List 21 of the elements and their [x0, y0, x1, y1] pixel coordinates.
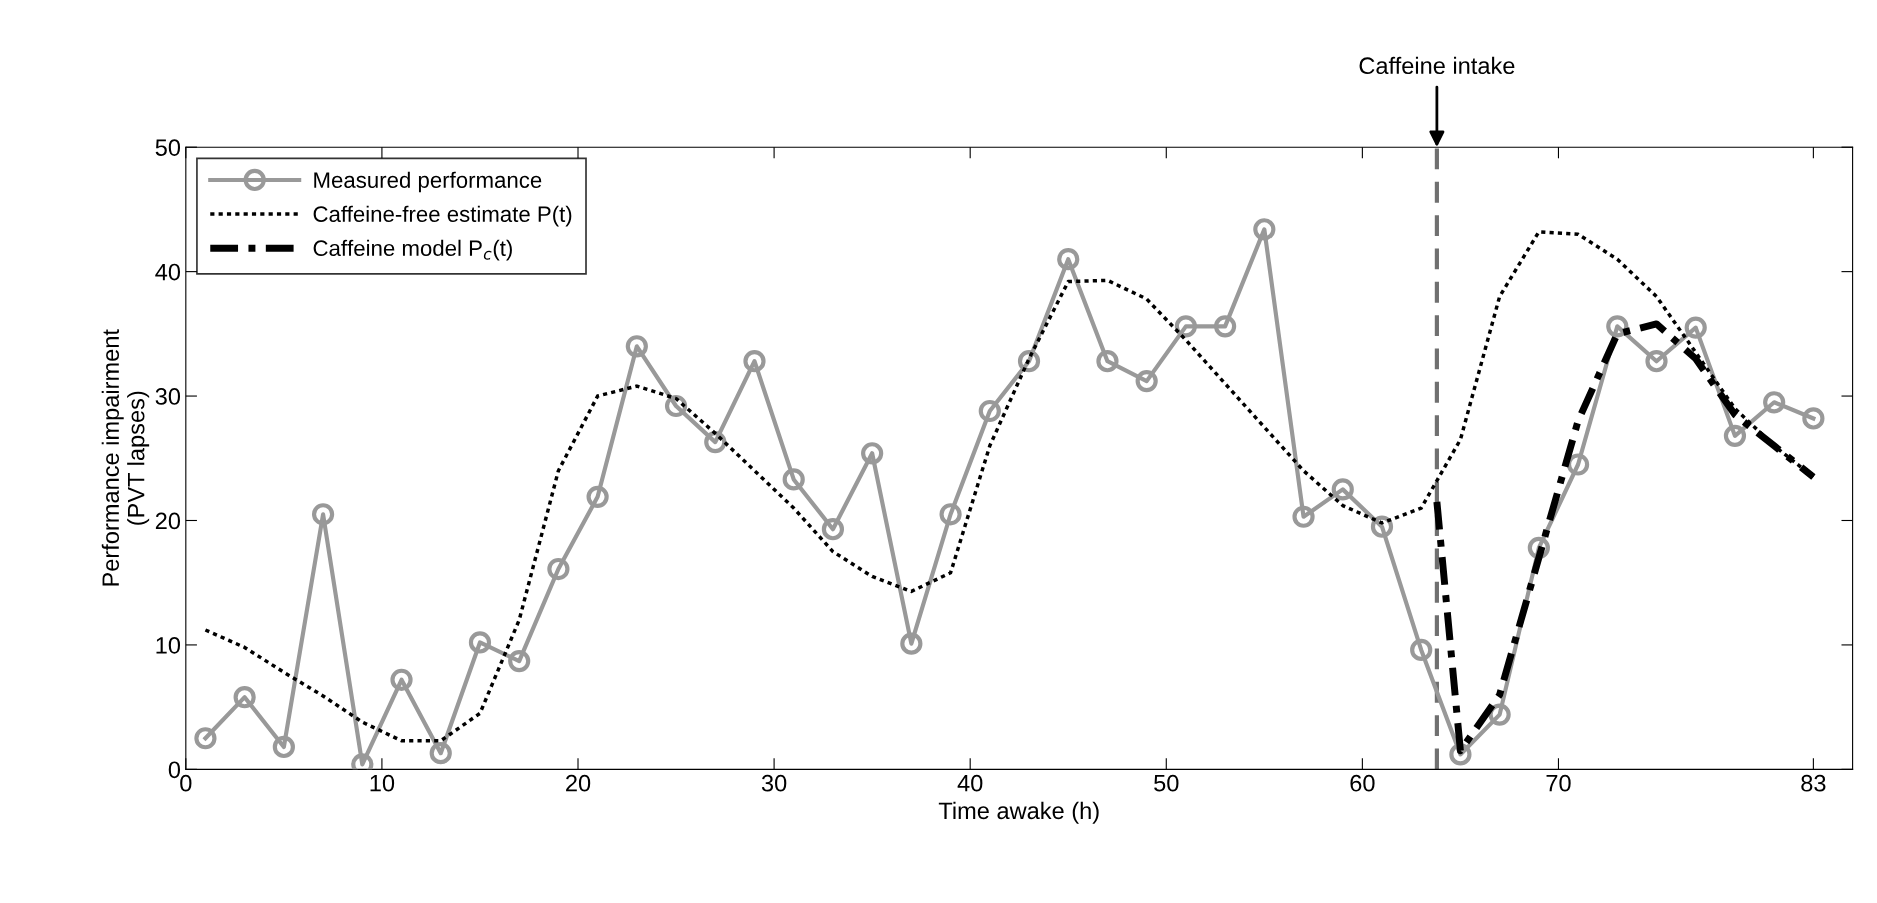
y-tick-label: 0 [168, 761, 181, 779]
y-tick-label: 20 [155, 512, 181, 530]
legend-label: Caffeine-free estimate P(t) [313, 205, 572, 227]
x-tick-label: 40 [957, 774, 983, 792]
x-axis-title: Time awake (h) [938, 801, 1099, 824]
x-tick-label: 70 [1546, 774, 1571, 792]
x-tick-label: 30 [761, 774, 787, 792]
ref-line-label: Caffeine intake [1359, 56, 1515, 75]
legend-label: Caffeine model P$_{c}$(t) [313, 239, 512, 261]
x-tick-label: 20 [566, 774, 591, 792]
y-axis-title: Performance impairment (PVT lapses) [101, 329, 150, 586]
y-tick-label: 50 [155, 139, 181, 156]
legend-label: Measured performance [314, 171, 542, 193]
y-tick-label: 30 [155, 388, 181, 405]
x-tick-label: 50 [1154, 774, 1179, 792]
y-tick-label: 10 [156, 636, 181, 654]
x-tick-label: 10 [370, 774, 395, 792]
y-tick-label: 40 [155, 263, 181, 281]
x-tick-label: 83 [1801, 774, 1826, 792]
x-tick-label: 0 [180, 774, 192, 792]
x-tick-label: 60 [1350, 774, 1375, 792]
